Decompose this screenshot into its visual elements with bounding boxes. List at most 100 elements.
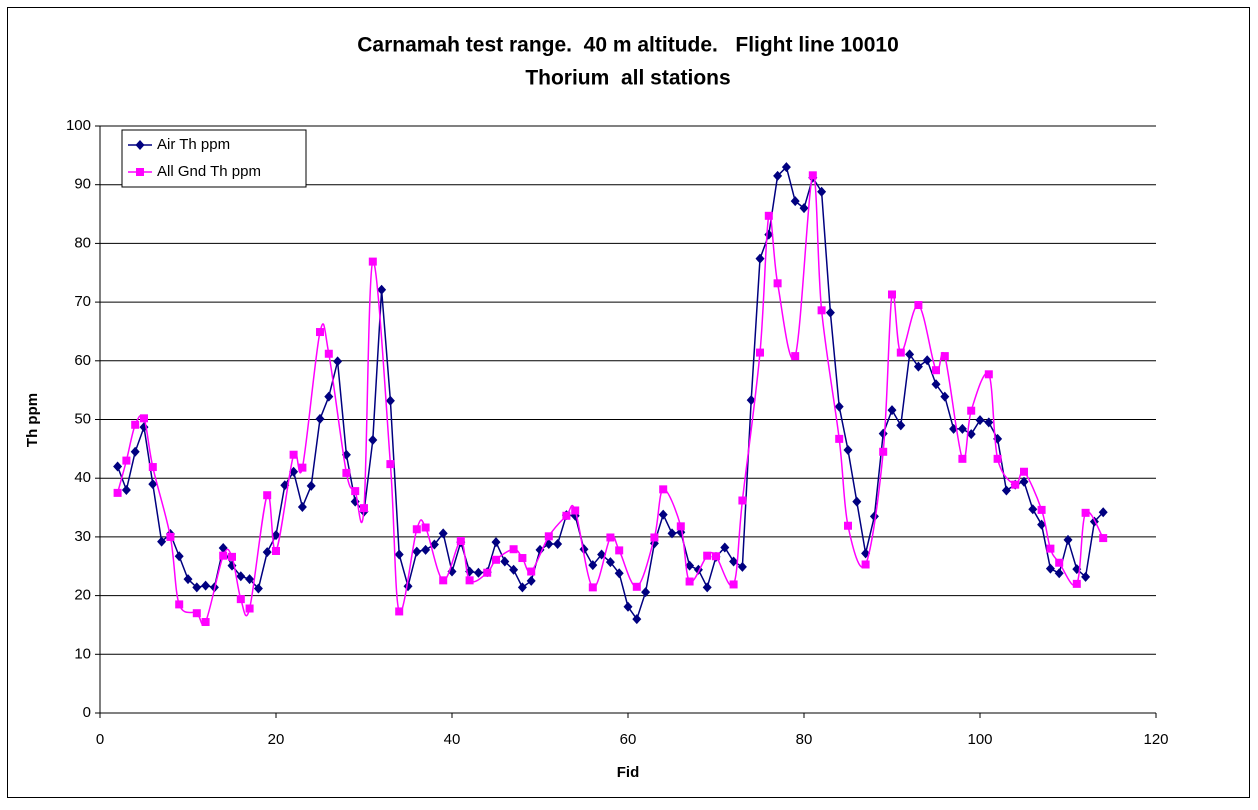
y-tick-label: 70 bbox=[74, 293, 91, 310]
data-point bbox=[588, 583, 597, 592]
data-point bbox=[492, 555, 500, 564]
data-point bbox=[650, 533, 659, 542]
data-point bbox=[262, 547, 272, 558]
data-point bbox=[931, 379, 941, 390]
data-point bbox=[1020, 467, 1028, 476]
data-point bbox=[509, 545, 518, 554]
data-point bbox=[1072, 579, 1081, 588]
y-tick-label: 90 bbox=[74, 176, 91, 193]
data-point bbox=[720, 542, 730, 553]
x-axis-label: Fid bbox=[617, 764, 640, 781]
data-point bbox=[737, 561, 747, 572]
data-point bbox=[1045, 563, 1055, 574]
y-tick-label: 10 bbox=[74, 645, 91, 662]
data-point bbox=[201, 580, 211, 591]
data-point bbox=[395, 607, 404, 616]
data-point bbox=[394, 549, 404, 560]
data-point bbox=[500, 556, 510, 567]
data-point bbox=[756, 348, 764, 357]
data-point bbox=[201, 618, 210, 627]
data-point bbox=[659, 485, 668, 494]
data-point bbox=[183, 574, 193, 585]
x-tick-label: 100 bbox=[967, 731, 992, 748]
data-point bbox=[932, 366, 940, 375]
data-point bbox=[1011, 480, 1020, 489]
data-point bbox=[1037, 519, 1047, 530]
data-point bbox=[368, 435, 378, 446]
data-point bbox=[913, 361, 923, 372]
data-point bbox=[385, 395, 395, 406]
y-tick-label: 100 bbox=[66, 117, 91, 134]
x-tick-label: 120 bbox=[1143, 731, 1168, 748]
data-point bbox=[245, 604, 254, 613]
data-point bbox=[738, 496, 747, 505]
data-point bbox=[712, 552, 720, 561]
data-point bbox=[993, 454, 1002, 463]
data-point bbox=[957, 423, 967, 434]
data-point bbox=[351, 487, 360, 496]
data-point bbox=[562, 511, 571, 520]
data-point bbox=[817, 186, 827, 197]
data-point bbox=[544, 532, 553, 541]
data-point bbox=[1081, 571, 1091, 582]
data-point bbox=[465, 576, 474, 585]
data-point bbox=[316, 328, 324, 337]
data-point bbox=[1081, 508, 1090, 517]
data-point bbox=[896, 420, 906, 431]
x-tick-label: 20 bbox=[268, 731, 285, 748]
data-point bbox=[535, 544, 545, 555]
data-point bbox=[130, 446, 140, 457]
data-point bbox=[667, 528, 677, 539]
data-point bbox=[887, 405, 897, 416]
data-point bbox=[958, 454, 967, 463]
data-point bbox=[219, 551, 228, 560]
data-point bbox=[834, 401, 844, 412]
data-point bbox=[729, 580, 738, 589]
data-point bbox=[676, 522, 685, 531]
data-point bbox=[940, 352, 949, 361]
data-point bbox=[1054, 568, 1064, 579]
y-tick-label: 60 bbox=[74, 352, 91, 369]
data-point bbox=[148, 479, 158, 490]
data-point bbox=[1099, 534, 1108, 543]
data-point bbox=[623, 601, 633, 612]
data-point bbox=[412, 546, 422, 557]
data-point bbox=[386, 460, 395, 469]
data-point bbox=[852, 496, 862, 507]
data-point bbox=[253, 583, 263, 594]
data-point bbox=[632, 582, 641, 591]
y-tick-label: 0 bbox=[83, 704, 91, 721]
data-point bbox=[245, 574, 255, 585]
data-point bbox=[342, 468, 351, 477]
data-point bbox=[790, 196, 800, 207]
data-point bbox=[1055, 558, 1064, 567]
data-point bbox=[835, 434, 844, 443]
data-point bbox=[148, 463, 157, 472]
data-point bbox=[641, 587, 651, 598]
data-point bbox=[773, 279, 782, 288]
chart-title: Carnamah test range. 40 m altitude. Flig… bbox=[357, 34, 899, 57]
data-point bbox=[808, 171, 817, 180]
data-point bbox=[306, 480, 316, 491]
data-point bbox=[271, 530, 281, 541]
data-point bbox=[140, 414, 148, 423]
data-point bbox=[421, 523, 430, 532]
data-point bbox=[781, 162, 791, 173]
y-tick-label: 80 bbox=[74, 234, 91, 251]
y-tick-label: 30 bbox=[74, 528, 91, 545]
legend-box bbox=[121, 129, 307, 188]
data-point bbox=[1001, 485, 1011, 496]
data-point bbox=[984, 417, 994, 428]
data-point bbox=[438, 528, 448, 539]
data-point bbox=[166, 532, 175, 541]
data-point bbox=[922, 355, 932, 366]
data-point bbox=[571, 506, 580, 515]
data-point bbox=[527, 567, 536, 576]
data-point bbox=[509, 564, 519, 575]
data-point bbox=[632, 614, 642, 625]
data-point bbox=[297, 501, 307, 512]
data-point bbox=[685, 577, 694, 586]
data-point bbox=[614, 568, 624, 579]
data-point bbox=[473, 567, 483, 578]
